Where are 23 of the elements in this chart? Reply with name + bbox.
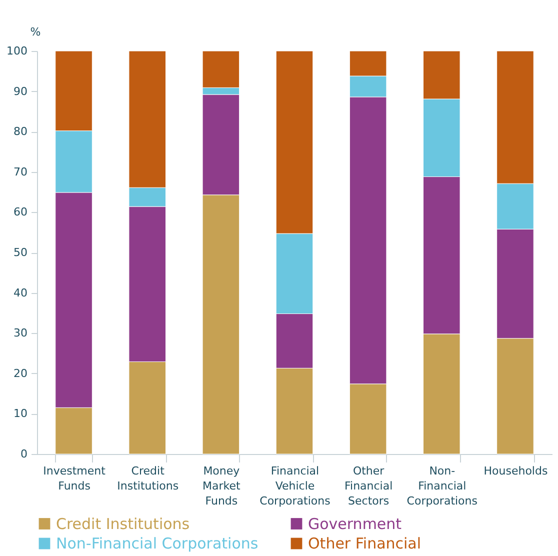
y-tick-label: 60 [14, 206, 28, 219]
x-tick-label: Households [484, 464, 548, 478]
legend-label: Credit Institutions [56, 514, 190, 533]
y-tick-label: 0 [20, 448, 28, 460]
y-tick-label: 40 [14, 286, 28, 300]
y-tick-label: 70 [14, 165, 28, 178]
legend-label: Government [308, 514, 402, 533]
x-tick-label: Credit Institutions [117, 464, 179, 492]
x-tick-label: Other Financial Sectors [344, 464, 393, 508]
y-tick-label: 10 [14, 407, 28, 420]
x-tick-label: Money Market Funds [202, 464, 242, 508]
y-tick-label: 50 [14, 246, 28, 259]
legend-label: Other Financial [308, 534, 422, 552]
x-tick-label: Investment Funds [43, 464, 106, 492]
x-tick-label: Non-Financial Corporations [406, 464, 478, 508]
y-axis-title: % [30, 26, 41, 38]
y-tick-label: 80 [14, 125, 28, 138]
y-tick-label: 30 [14, 326, 28, 340]
y-tick-label: 90 [14, 84, 28, 98]
y-tick-label: 20 [14, 366, 28, 380]
legend-label: Non-Financial Corporations [56, 534, 258, 552]
y-tick-label: 100 [6, 44, 28, 58]
x-tick-label: Financial Vehicle Corporations [260, 464, 331, 508]
